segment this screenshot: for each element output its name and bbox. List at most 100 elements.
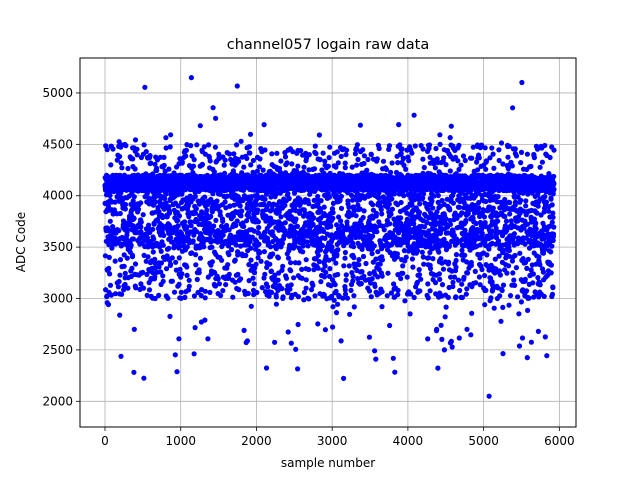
data-point [426, 142, 433, 148]
data-point [246, 278, 252, 284]
data-point [152, 295, 158, 302]
data-point [316, 259, 322, 265]
data-point [259, 285, 265, 291]
data-point [131, 326, 137, 332]
data-point [158, 248, 164, 254]
data-point [191, 293, 197, 299]
data-point [417, 288, 423, 294]
data-point [400, 156, 406, 162]
data-point [313, 151, 319, 157]
data-point [131, 194, 137, 200]
data-point [372, 348, 378, 354]
data-point [473, 220, 479, 227]
data-point [322, 327, 328, 333]
data-point [372, 283, 378, 289]
data-point [223, 282, 229, 288]
data-point [241, 327, 247, 333]
data-points [102, 75, 557, 399]
data-point [255, 195, 261, 201]
data-point [447, 207, 453, 213]
data-point [152, 199, 158, 205]
data-point [198, 292, 204, 299]
data-point [150, 226, 156, 232]
data-point [215, 228, 221, 234]
data-point [369, 251, 375, 257]
data-point [295, 163, 301, 169]
data-point [295, 321, 301, 328]
data-point [161, 154, 167, 160]
data-point [447, 135, 453, 141]
data-point [443, 162, 449, 168]
data-point [138, 219, 144, 225]
data-point [230, 294, 236, 300]
data-point [274, 150, 280, 156]
data-point [418, 276, 424, 282]
data-point [225, 262, 231, 268]
data-point [217, 212, 223, 218]
data-point [262, 271, 268, 277]
data-point [251, 281, 257, 287]
data-point [327, 266, 333, 272]
data-point [106, 265, 112, 271]
data-point [189, 250, 195, 256]
data-point [260, 167, 266, 173]
data-point [469, 310, 475, 316]
data-point [237, 203, 243, 209]
data-point [191, 157, 197, 163]
data-point [236, 287, 242, 293]
data-point [301, 297, 307, 303]
data-point [117, 210, 123, 217]
data-point [338, 193, 344, 199]
data-point [456, 142, 462, 148]
data-point [272, 272, 278, 278]
data-point [121, 252, 127, 258]
data-point [152, 265, 158, 271]
data-point [344, 147, 350, 153]
data-point [141, 375, 147, 381]
data-point [238, 138, 244, 144]
data-point [316, 132, 322, 138]
data-point [182, 294, 188, 300]
data-point [266, 293, 272, 299]
data-point [453, 257, 459, 264]
data-point [335, 247, 341, 253]
data-point [256, 164, 262, 170]
data-point [417, 201, 423, 207]
data-point [278, 158, 284, 164]
data-point [292, 243, 298, 249]
data-point [282, 220, 288, 226]
data-point [202, 295, 208, 301]
data-point [438, 256, 444, 262]
data-point [166, 166, 172, 172]
data-point [315, 265, 321, 271]
data-point [144, 292, 150, 298]
data-point [239, 208, 245, 214]
data-point [315, 321, 321, 327]
data-point [112, 199, 118, 205]
data-point [148, 160, 154, 166]
data-point [202, 194, 208, 200]
data-point [128, 242, 134, 248]
data-point [244, 155, 250, 161]
data-point [162, 195, 168, 202]
data-point [156, 209, 162, 215]
data-point [348, 287, 354, 293]
data-point [455, 158, 461, 164]
data-point [261, 122, 267, 128]
data-point [368, 294, 374, 300]
data-point [179, 271, 185, 277]
data-point [263, 365, 270, 371]
data-point [109, 245, 115, 251]
data-point [131, 369, 137, 375]
data-point [318, 198, 324, 204]
data-point [167, 313, 173, 319]
data-point [407, 311, 413, 317]
data-point [158, 269, 164, 275]
data-point [175, 223, 181, 229]
data-point [282, 154, 289, 160]
data-point [174, 369, 180, 375]
data-point [213, 217, 219, 223]
data-point [161, 232, 167, 239]
data-point [253, 201, 259, 208]
data-point [300, 243, 306, 249]
